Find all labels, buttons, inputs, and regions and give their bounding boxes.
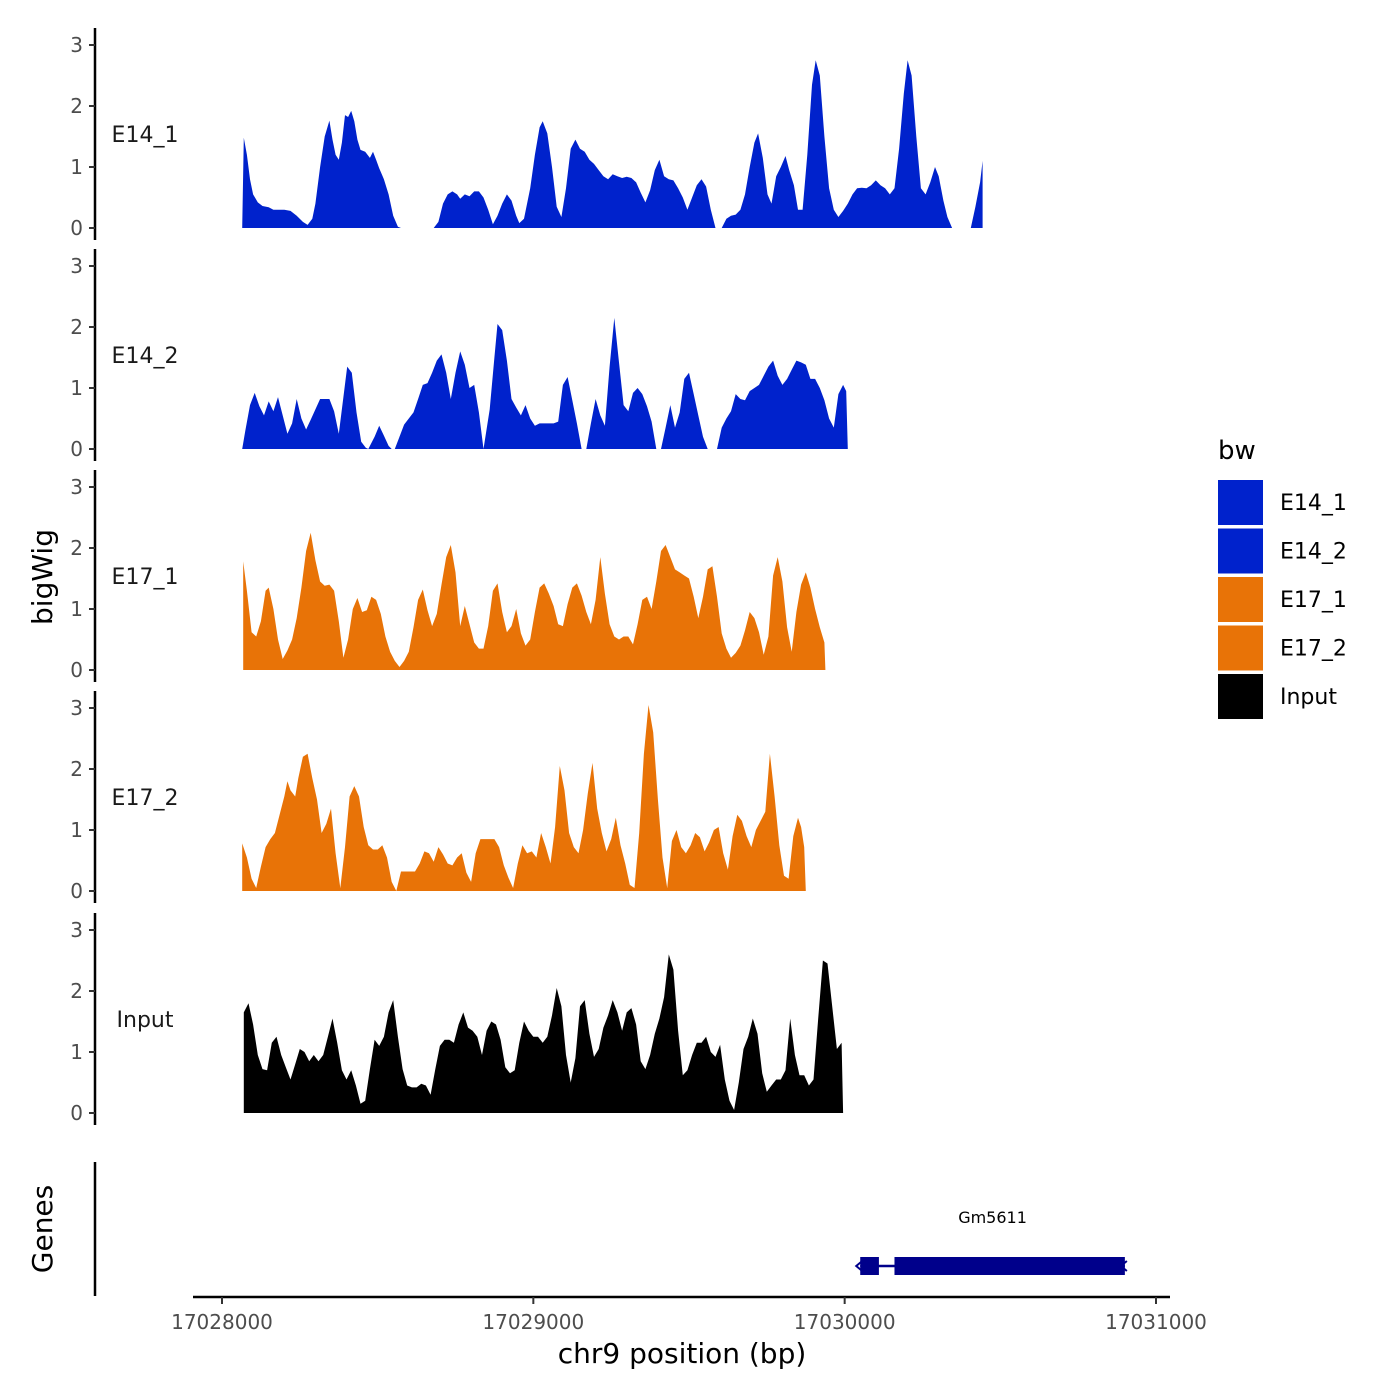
track-label: E17_1 <box>112 565 179 590</box>
legend-swatch <box>1218 625 1263 671</box>
legend-label: E17_2 <box>1280 637 1347 662</box>
track-E14_2: 0 1 2 3 E14_2 <box>70 249 848 461</box>
y-tick-label: 2 <box>70 315 83 339</box>
y-axis-title: bigWig <box>26 529 59 625</box>
y-tick-label: 1 <box>70 376 83 400</box>
gene-name-label: Gm5611 <box>958 1208 1027 1227</box>
y-tick-label: 2 <box>70 979 83 1003</box>
x-axis-title: chr9 position (bp) <box>558 1337 807 1370</box>
y-tick-label: 0 <box>70 1101 83 1125</box>
y-tick-label: 3 <box>70 475 83 499</box>
y-tick-label: 0 <box>70 658 83 682</box>
track-Input: 0 1 2 3 Input <box>70 913 844 1125</box>
signal-area-E14_1 <box>242 60 983 228</box>
signal-area-Input <box>243 954 844 1113</box>
gene-exon <box>860 1257 879 1275</box>
legend-label: E17_1 <box>1280 588 1347 613</box>
y-tick-label: 0 <box>70 216 83 240</box>
legend-title: bw <box>1218 436 1256 466</box>
gene-panel: Genes Gm5611 <box>26 1162 1128 1296</box>
legend-label: E14_2 <box>1280 540 1347 565</box>
y-tick-label: 3 <box>70 918 83 942</box>
y-tick-label: 2 <box>70 757 83 781</box>
track-label: Input <box>117 1008 174 1033</box>
y-tick-label: 1 <box>70 1040 83 1064</box>
x-axis: 17028000 17029000 17030000 17031000 chr9 po… <box>171 1295 1207 1370</box>
track-E17_2: 0 1 2 3 E17_2 <box>70 691 806 903</box>
legend-swatch <box>1218 674 1263 719</box>
signal-area-E14_2 <box>242 317 848 449</box>
x-tick-label: 17031000 <box>1105 1310 1207 1334</box>
gene-Gm5611: Gm5611 <box>854 1208 1128 1275</box>
gene-models: Gm5611 <box>854 1208 1128 1275</box>
x-ticks: 17028000 17029000 17030000 17031000 <box>171 1297 1207 1334</box>
y-tick-label: 0 <box>70 437 83 461</box>
track-label: E14_2 <box>112 344 179 369</box>
signal-area-E17_1 <box>243 532 826 670</box>
legend-item-E14_1: E14_1 <box>1218 480 1347 525</box>
legend-item-E17_1: E17_1 <box>1218 577 1347 622</box>
legend-item-E14_2: E14_2 <box>1218 528 1347 574</box>
legend: bw E14_1 E14_2 E17_1 E17_2 Input <box>1218 436 1347 719</box>
track-E17_1: 0 1 2 3 E17_1 <box>70 470 826 682</box>
track-label: E14_1 <box>112 123 179 148</box>
legend-label: E14_1 <box>1280 491 1347 516</box>
genes-axis-title: Genes <box>26 1185 59 1273</box>
signal-tracks: 0 1 2 3 E14_1 0 1 2 3 E14_2 0 1 2 3 E17_1 0 1 2 3 E17_2 0 1 2 3… <box>70 28 983 1125</box>
y-tick-label: 2 <box>70 536 83 560</box>
track-label: E17_2 <box>112 786 179 811</box>
track-E14_1: 0 1 2 3 E14_1 <box>70 28 983 240</box>
y-tick-label: 1 <box>70 155 83 179</box>
x-tick-label: 17028000 <box>171 1310 273 1334</box>
signal-area-E17_2 <box>242 705 806 891</box>
legend-item-Input: Input <box>1218 674 1337 719</box>
legend-label: Input <box>1280 685 1337 710</box>
legend-items: E14_1 E14_2 E17_1 E17_2 Input <box>1218 480 1347 719</box>
gene-exon <box>894 1257 1125 1275</box>
y-tick-label: 1 <box>70 597 83 621</box>
y-tick-label: 3 <box>70 33 83 57</box>
x-tick-label: 17030000 <box>794 1310 896 1334</box>
y-tick-label: 3 <box>70 696 83 720</box>
x-tick-label: 17029000 <box>482 1310 584 1334</box>
strand-arrow-icon <box>854 1260 863 1272</box>
legend-swatch <box>1218 577 1263 622</box>
legend-item-E17_2: E17_2 <box>1218 625 1347 671</box>
legend-swatch <box>1218 480 1263 525</box>
y-tick-label: 1 <box>70 818 83 842</box>
strand-arrow-icon <box>1119 1260 1128 1272</box>
legend-swatch <box>1218 528 1263 574</box>
y-tick-label: 2 <box>70 94 83 118</box>
y-tick-label: 0 <box>70 879 83 903</box>
y-tick-label: 3 <box>70 254 83 278</box>
